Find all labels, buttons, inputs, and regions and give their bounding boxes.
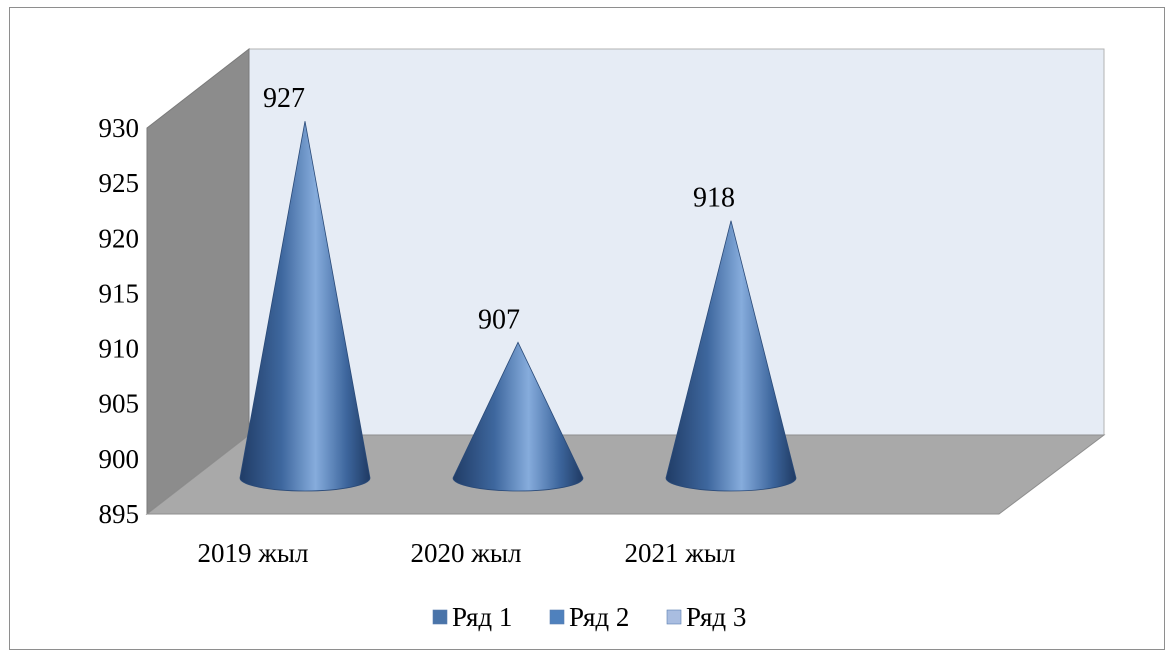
cone-body	[665, 220, 797, 492]
cone-bar	[452, 341, 584, 492]
y-tick-label: 930	[99, 113, 140, 143]
y-tick-label: 920	[99, 223, 140, 253]
cone-body	[239, 121, 371, 492]
cone-body	[452, 341, 584, 492]
cone-bar	[239, 121, 371, 492]
legend: Ряд 1 Ряд 2 Ряд 3	[432, 602, 746, 632]
legend-item: Ряд 3	[666, 602, 746, 632]
cone-bar	[665, 220, 797, 492]
cones	[239, 121, 797, 492]
x-tick-label: 2019 жыл	[197, 538, 308, 568]
legend-swatch	[432, 609, 448, 625]
data-labels: 927 907 918	[263, 83, 735, 335]
x-tick-label: 2020 жыл	[410, 538, 521, 568]
y-tick-label: 910	[99, 334, 140, 364]
y-tick-label: 915	[99, 278, 140, 308]
y-tick-label: 905	[99, 389, 140, 419]
x-tick-label: 2021 жыл	[624, 538, 735, 568]
data-label: 907	[478, 304, 520, 335]
x-axis-ticks: 2019 жыл 2020 жыл 2021 жыл	[197, 538, 735, 568]
legend-label: Ряд 2	[569, 602, 629, 632]
y-axis-ticks: 895 900 905 910 915 920 925 930	[99, 113, 140, 529]
legend-label: Ряд 3	[686, 602, 746, 632]
y-tick-label: 925	[99, 168, 140, 198]
legend-swatch	[549, 609, 565, 625]
side-wall	[146, 47, 250, 516]
data-label: 918	[693, 183, 735, 214]
legend-item: Ряд 1	[432, 602, 512, 632]
back-wall	[248, 48, 1105, 436]
legend-label: Ряд 1	[452, 602, 512, 632]
y-tick-label: 895	[99, 499, 140, 529]
data-label: 927	[263, 83, 305, 114]
legend-item: Ряд 2	[549, 602, 629, 632]
y-tick-label: 900	[99, 444, 140, 474]
legend-swatch	[666, 609, 682, 625]
floor	[145, 434, 1106, 515]
